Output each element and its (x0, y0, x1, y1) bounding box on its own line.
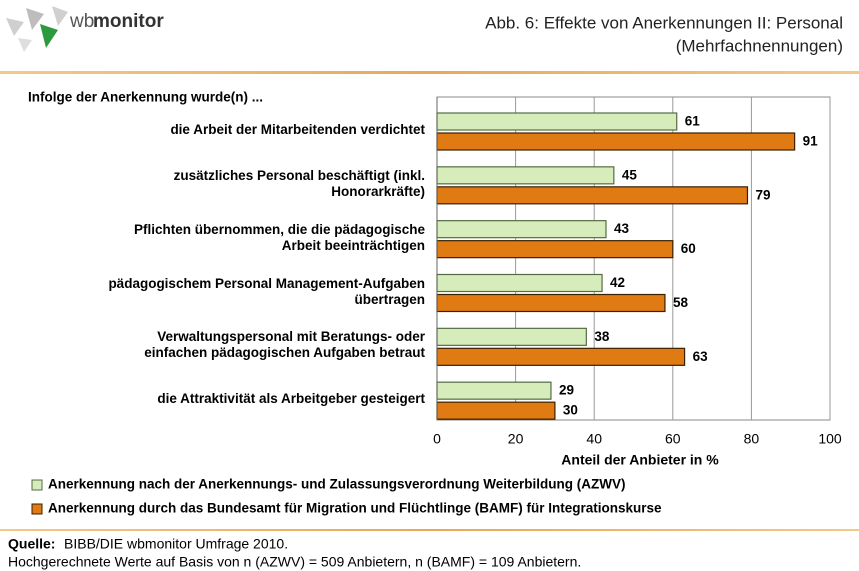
bar (436, 166, 615, 185)
bar (436, 327, 587, 346)
chart-title: Abb. 6: Effekte von Anerkennungen II: Pe… (485, 13, 843, 32)
x-tick-label: 20 (508, 431, 524, 447)
bar (436, 401, 556, 420)
value-label: 42 (610, 275, 625, 290)
x-tick-label: 0 (433, 431, 441, 447)
source-text: BIBB/DIE wbmonitor Umfrage 2010. (64, 536, 288, 552)
category-label: die Attraktivität als Arbeitgeber gestei… (157, 391, 425, 407)
chart-subtitle: (Mehrfachnennungen) (676, 36, 843, 55)
value-label: 60 (681, 241, 696, 256)
x-axis-label: Anteil der Anbieter in % (561, 452, 719, 468)
note: Hochgerechnete Werte auf Basis von n (AZ… (8, 554, 581, 570)
category-label: die Arbeit der Mitarbeitenden verdichtet (170, 122, 425, 137)
separator (0, 529, 859, 531)
legend-label: Anerkennung nach der Anerkennungs- und Z… (48, 477, 626, 492)
value-label: 38 (594, 329, 610, 344)
value-label: 63 (693, 349, 709, 364)
x-tick-label: 60 (665, 431, 681, 447)
bar (436, 132, 796, 151)
value-label: 29 (559, 383, 574, 398)
bar (436, 186, 749, 205)
bar (436, 381, 552, 400)
legend-label: Anerkennung durch das Bundesamt für Migr… (48, 501, 662, 516)
logo-name: monitor (93, 11, 164, 32)
value-label: 79 (755, 187, 770, 202)
logo-prefix: wb (69, 11, 94, 32)
bar (436, 220, 607, 239)
category-label: Pflichten übernommen, die die pädagogisc… (133, 221, 425, 253)
value-label: 43 (614, 221, 630, 236)
bar (436, 293, 666, 313)
value-label: 45 (622, 167, 638, 182)
bar (436, 240, 674, 259)
value-label: 58 (673, 295, 689, 310)
x-tick-label: 80 (744, 431, 760, 447)
x-tick-label: 100 (818, 431, 842, 447)
category-label: zusätzliches Personal beschäftigt (inkl.… (173, 167, 425, 199)
separator (0, 71, 859, 74)
value-label: 91 (803, 134, 819, 149)
bar (436, 112, 678, 131)
category-label: Verwaltungspersonal mit Beratungs- oder … (144, 329, 425, 361)
source-label: Quelle: (8, 536, 55, 552)
value-label: 61 (685, 114, 701, 129)
category-label: pädagogischem Personal Management-Aufgab… (108, 275, 425, 307)
legend-swatch (31, 479, 43, 491)
x-tick-label: 40 (586, 431, 602, 447)
value-label: 30 (563, 403, 578, 418)
legend-swatch (31, 503, 43, 515)
bar (436, 273, 603, 293)
question: Infolge der Anerkennung wurde(n) ... (28, 90, 263, 105)
bar (436, 347, 686, 366)
logo: wb monitor (6, 6, 164, 52)
